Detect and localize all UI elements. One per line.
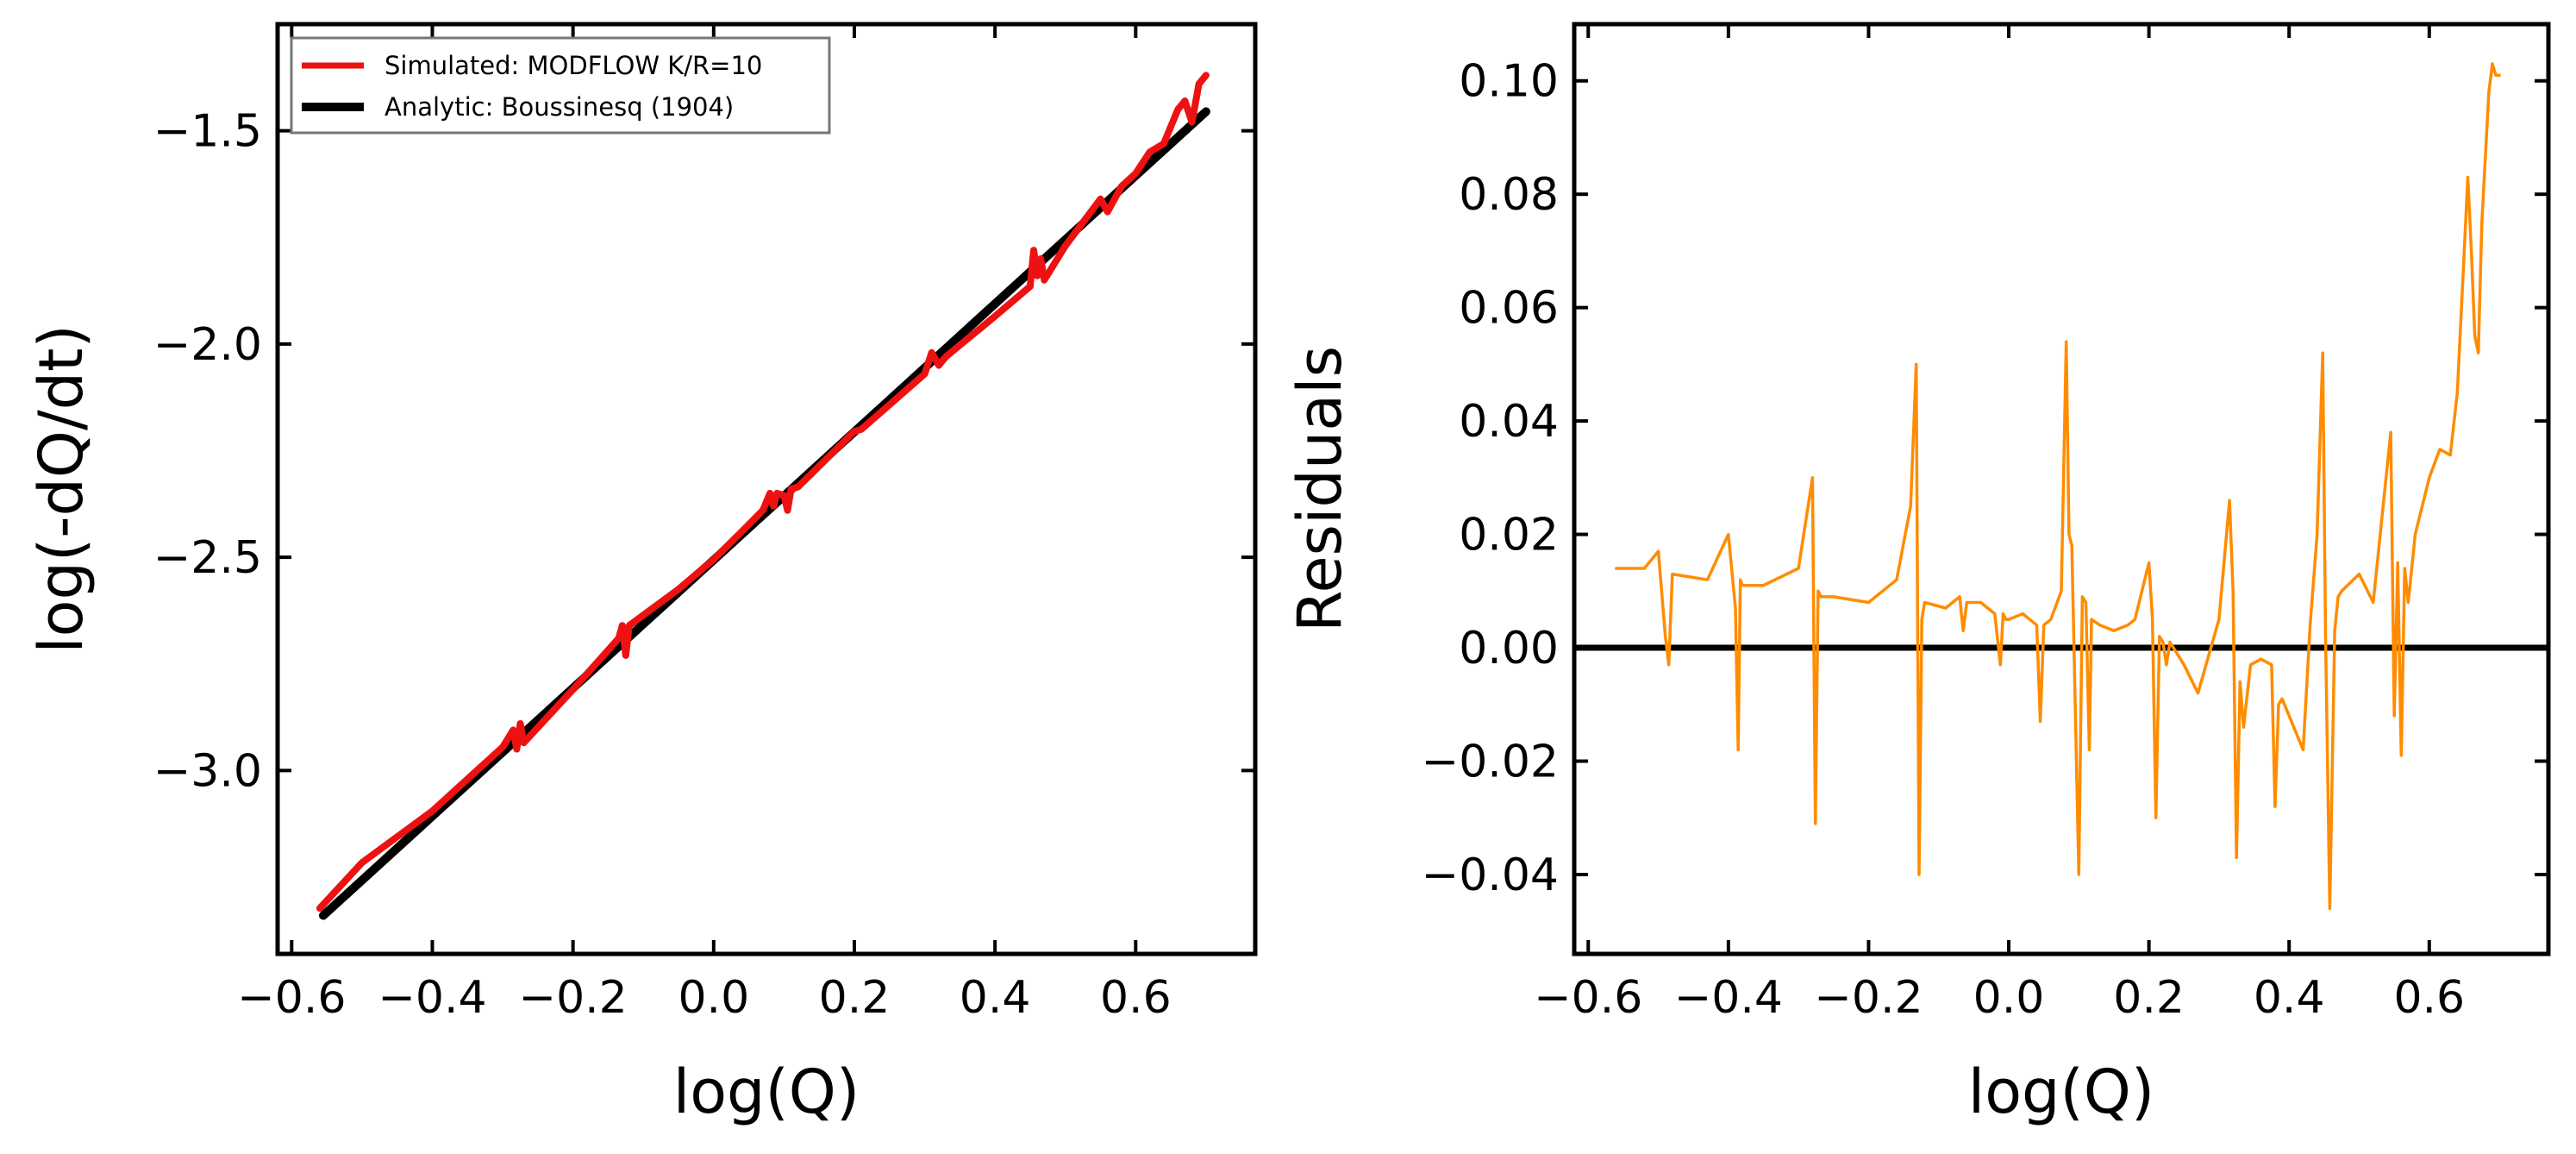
y-tick-label: 0.00 [1459,623,1559,674]
right-chart-y-axis-label: Residuals [1285,346,1355,632]
y-tick-label: 0.02 [1459,510,1559,561]
y-tick-label: −0.04 [1422,850,1559,901]
x-tick-label: 0.4 [2254,972,2325,1024]
left-chart-x-axis-label: log(Q) [673,1057,860,1127]
x-tick-label: −0.6 [237,972,346,1024]
x-tick-label: 0.2 [2113,972,2185,1024]
x-tick-label: −0.2 [1814,972,1923,1024]
y-tick-label: 0.06 [1459,283,1559,335]
left-chart: −0.6 −0.4 −0.2 0.0 0.2 0.4 0.6 −3.0 −2.5 −2.0 −1.5… [26,22,1258,1127]
left-chart-legend: Simulated: MODFLOW K/R=10 Analytic: Bous… [290,36,831,135]
legend-box [290,36,831,135]
y-tick-label: −0.02 [1422,737,1559,788]
x-tick-label: 0.0 [678,972,749,1024]
right-chart-series-lines [1574,62,2548,911]
y-tick-label: −3.0 [153,745,262,797]
right-chart-frame [1572,22,2551,956]
x-tick-label: 0.6 [2393,972,2465,1024]
series-line-1 [319,107,1210,920]
left-chart-series-lines [316,72,1210,920]
left-chart-ticks: −0.6 −0.4 −0.2 0.0 0.2 0.4 0.6 −3.0 −2.5 −2.0 −1.5 [153,24,1255,1024]
series-line-0 [1615,62,2501,911]
right-chart-x-axis-label: log(Q) [1968,1057,2154,1127]
legend-label-analytic: Analytic: Boussinesq (1904) [385,92,734,122]
x-tick-label: 0.6 [1100,972,1172,1024]
x-tick-label: 0.2 [819,972,891,1024]
right-chart-ticks: −0.6 −0.4 −0.2 0.0 0.2 0.4 0.6 −0.04 −0.02 0.00 0.… [1422,24,2548,1024]
right-chart: −0.6 −0.4 −0.2 0.0 0.2 0.4 0.6 −0.04 −0.02 0.00 0.… [1285,22,2551,1127]
x-tick-label: 0.4 [960,972,1031,1024]
left-chart-frame [275,22,1258,956]
x-tick-label: 0.0 [1973,972,2045,1024]
y-tick-label: 0.08 [1459,169,1559,221]
x-tick-label: −0.2 [519,972,628,1024]
x-tick-label: −0.6 [1534,972,1642,1024]
y-tick-label: 0.04 [1459,396,1559,448]
x-tick-label: −0.4 [1674,972,1783,1024]
x-tick-label: −0.4 [378,972,486,1024]
left-chart-y-axis-label: log(-dQ/dt) [26,324,97,654]
y-tick-label: 0.10 [1459,56,1559,108]
y-tick-label: −2.0 [153,319,262,371]
y-tick-label: −1.5 [153,106,262,158]
series-line-0 [316,72,1210,913]
legend-label-simulated: Simulated: MODFLOW K/R=10 [385,51,762,80]
y-tick-label: −2.5 [153,532,262,584]
